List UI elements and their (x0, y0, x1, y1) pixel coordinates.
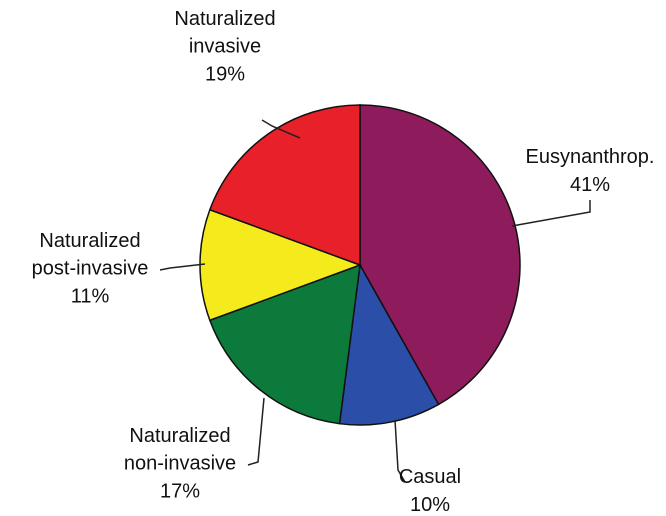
slice-label: Eusynanthrop. (526, 146, 655, 168)
slices (199, 104, 521, 426)
leader-line (394, 419, 406, 483)
slice-value-label: 10% (410, 494, 450, 516)
slice-value-label: 11% (71, 285, 110, 307)
slice-label: Naturalized post-invasive (32, 230, 149, 280)
leader-line (261, 119, 301, 139)
leader-line (159, 263, 206, 271)
pie-slice (359, 104, 521, 406)
slice-label: Naturalized invasive (174, 8, 275, 58)
slice-value-label: 19% (205, 63, 245, 85)
pie-slice (338, 262, 440, 426)
leader-line (511, 200, 591, 227)
pie-slice (208, 104, 361, 267)
pie-slice (208, 263, 361, 425)
leader-line (247, 397, 265, 466)
slice-label: Naturalized non-invasive (124, 425, 236, 475)
slice-value-label: 17% (160, 480, 200, 502)
slice-value-label: 41% (570, 174, 610, 196)
slice-label: Casual (399, 466, 461, 488)
